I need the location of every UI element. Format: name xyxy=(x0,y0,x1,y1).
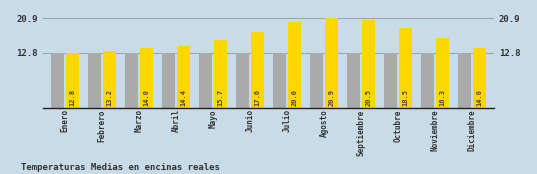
Bar xyxy=(103,51,116,108)
Bar xyxy=(125,53,138,108)
Text: 12.8: 12.8 xyxy=(69,89,76,106)
Text: 15.7: 15.7 xyxy=(217,89,223,106)
Bar xyxy=(273,53,286,108)
Bar xyxy=(421,53,434,108)
Text: Temperaturas Medias en encinas reales: Temperaturas Medias en encinas reales xyxy=(21,163,220,172)
Text: 17.6: 17.6 xyxy=(255,89,260,106)
Bar xyxy=(88,53,101,108)
Bar xyxy=(458,53,471,108)
Bar xyxy=(362,20,375,108)
Bar xyxy=(288,22,301,108)
Bar xyxy=(199,53,212,108)
Bar xyxy=(436,38,449,108)
Bar xyxy=(384,53,397,108)
Bar xyxy=(251,32,264,108)
Text: 20.9: 20.9 xyxy=(328,89,335,106)
Text: 16.3: 16.3 xyxy=(439,89,445,106)
Text: 14.4: 14.4 xyxy=(180,89,186,106)
Text: 18.5: 18.5 xyxy=(402,89,408,106)
Bar xyxy=(325,18,338,108)
Bar xyxy=(177,46,190,108)
Bar xyxy=(399,28,412,108)
Text: 13.2: 13.2 xyxy=(106,89,113,106)
Bar xyxy=(66,53,79,108)
Bar xyxy=(310,53,323,108)
Text: 14.0: 14.0 xyxy=(143,89,149,106)
Bar xyxy=(347,53,360,108)
Bar xyxy=(140,48,153,108)
Bar xyxy=(473,48,486,108)
Bar xyxy=(214,41,227,108)
Bar xyxy=(162,53,175,108)
Bar xyxy=(51,53,64,108)
Text: 20.0: 20.0 xyxy=(292,89,297,106)
Bar xyxy=(236,53,249,108)
Text: 14.0: 14.0 xyxy=(476,89,482,106)
Text: 20.5: 20.5 xyxy=(365,89,371,106)
